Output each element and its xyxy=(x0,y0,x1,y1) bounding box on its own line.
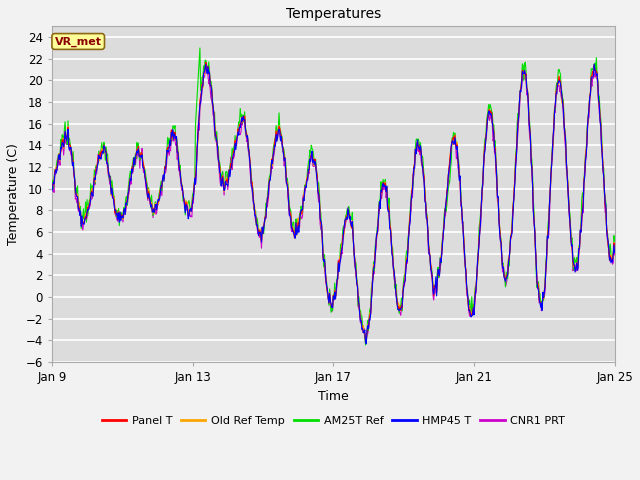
Legend: Panel T, Old Ref Temp, AM25T Ref, HMP45 T, CNR1 PRT: Panel T, Old Ref Temp, AM25T Ref, HMP45 … xyxy=(97,411,570,430)
X-axis label: Time: Time xyxy=(318,390,349,403)
Text: VR_met: VR_met xyxy=(54,36,102,47)
Title: Temperatures: Temperatures xyxy=(285,7,381,21)
Y-axis label: Temperature (C): Temperature (C) xyxy=(7,144,20,245)
